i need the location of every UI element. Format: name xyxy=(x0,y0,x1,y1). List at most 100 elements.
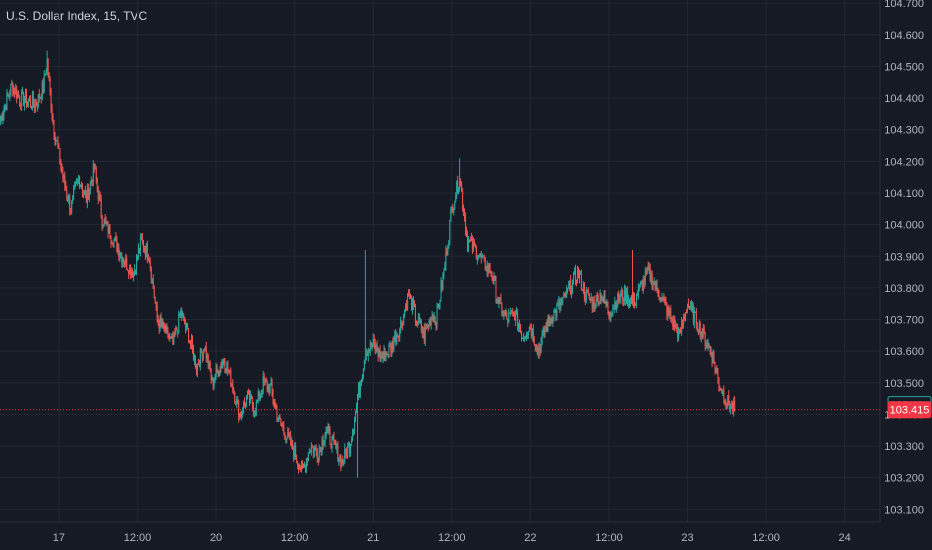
candle xyxy=(590,298,592,300)
candle xyxy=(217,371,219,377)
x-tick-label: 12:00 xyxy=(281,532,309,544)
candle xyxy=(487,264,489,272)
candle xyxy=(130,265,132,276)
candle xyxy=(349,444,351,454)
candle xyxy=(411,296,413,311)
candle xyxy=(261,391,263,393)
candle xyxy=(66,189,68,197)
candle xyxy=(126,257,128,270)
candle xyxy=(214,377,216,382)
chart-title: U.S. Dollar Index, 15, TVC xyxy=(6,9,148,23)
candle xyxy=(45,71,47,75)
candle xyxy=(65,185,67,190)
candle xyxy=(600,293,602,301)
candle xyxy=(559,301,561,309)
candle xyxy=(667,305,669,316)
candle xyxy=(312,446,314,453)
candle xyxy=(367,350,369,356)
candle xyxy=(714,363,716,372)
candle xyxy=(136,256,138,272)
candle xyxy=(674,318,676,329)
candle xyxy=(61,167,63,172)
candle xyxy=(681,322,683,333)
candle xyxy=(192,339,193,349)
y-tick-label: 103.700 xyxy=(884,315,924,327)
candle xyxy=(137,248,139,258)
y-tick-label: 104.400 xyxy=(884,93,924,105)
candle xyxy=(313,447,315,453)
candle xyxy=(97,187,99,199)
candle xyxy=(718,378,720,387)
candle xyxy=(242,412,244,414)
candle xyxy=(432,315,434,322)
candle xyxy=(350,444,352,454)
candle xyxy=(662,297,664,299)
candle xyxy=(678,328,680,338)
candle xyxy=(694,312,696,314)
candle xyxy=(416,322,418,324)
candle xyxy=(127,269,129,271)
candle xyxy=(636,295,638,297)
candle xyxy=(144,248,146,256)
candle xyxy=(340,456,342,467)
candle xyxy=(172,336,174,345)
candle xyxy=(12,82,14,94)
candle xyxy=(269,385,271,394)
candle xyxy=(498,298,500,303)
candle xyxy=(561,302,563,304)
candle xyxy=(164,327,166,333)
candle xyxy=(476,258,478,260)
candle xyxy=(364,357,366,360)
candle xyxy=(180,310,182,317)
candle xyxy=(501,303,503,315)
candle xyxy=(569,280,571,287)
candle xyxy=(577,267,578,282)
candle xyxy=(499,298,501,300)
candle xyxy=(24,100,26,106)
candle xyxy=(429,319,431,326)
candle xyxy=(226,363,228,371)
y-tick-label: 104.000 xyxy=(884,220,924,232)
candle xyxy=(366,353,368,356)
candle xyxy=(720,389,722,391)
candle xyxy=(101,215,103,226)
candle xyxy=(156,305,158,320)
candle xyxy=(573,272,575,280)
candle xyxy=(691,306,693,308)
candle xyxy=(332,436,334,438)
candle xyxy=(193,356,195,361)
candle xyxy=(637,287,639,296)
candle xyxy=(27,102,28,106)
candle xyxy=(211,377,213,380)
time-axis[interactable] xyxy=(0,522,932,550)
candle xyxy=(621,290,623,295)
candle xyxy=(50,89,52,109)
candle xyxy=(592,300,594,309)
candle xyxy=(273,399,275,404)
candle xyxy=(472,241,474,250)
candle xyxy=(503,310,505,315)
candle xyxy=(645,271,647,274)
candle xyxy=(237,398,239,401)
candle xyxy=(444,265,446,270)
candle xyxy=(426,325,428,329)
candle xyxy=(484,257,486,270)
candle xyxy=(179,313,181,317)
candle xyxy=(689,302,691,309)
candle xyxy=(389,346,391,348)
candle xyxy=(372,338,374,346)
candle xyxy=(100,199,102,216)
candle xyxy=(111,242,113,244)
candle xyxy=(70,210,72,213)
candle xyxy=(725,403,727,405)
candle xyxy=(287,431,289,439)
candle xyxy=(380,355,382,360)
candle xyxy=(104,218,106,221)
candle xyxy=(446,250,448,255)
candle xyxy=(140,237,142,239)
candle xyxy=(535,347,537,352)
candle xyxy=(124,263,126,265)
candle xyxy=(31,95,33,109)
price-axis[interactable] xyxy=(880,0,932,550)
